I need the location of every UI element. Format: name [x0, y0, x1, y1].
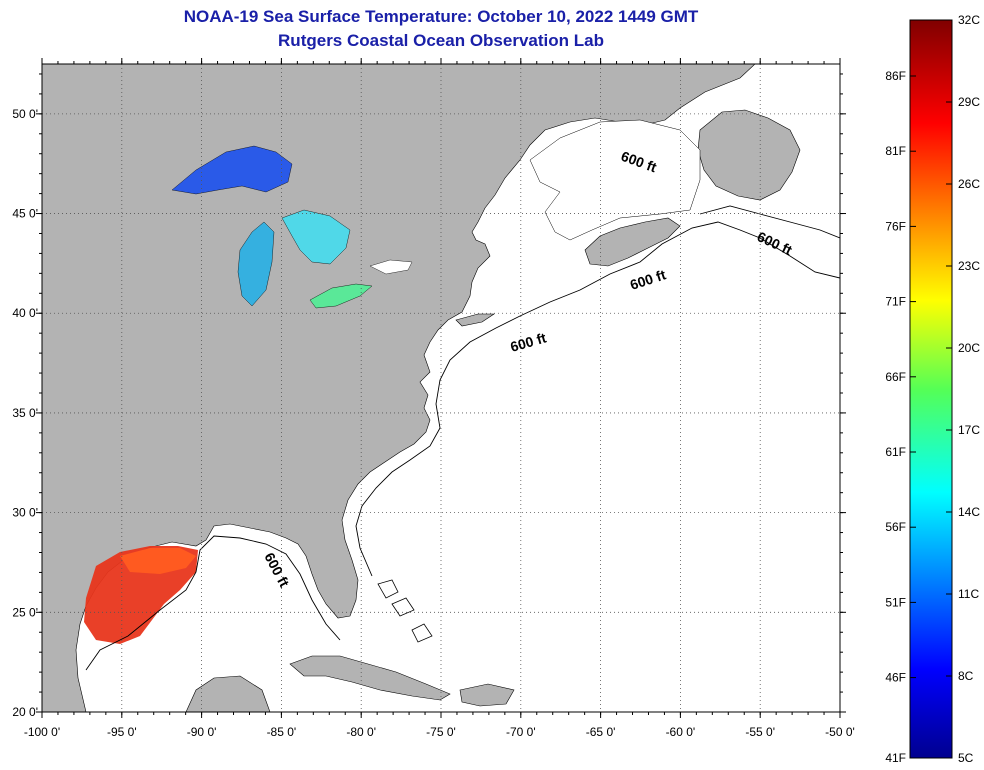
lon-tick-label: -55 0' — [745, 725, 775, 739]
frame-ticks — [36, 58, 846, 718]
contour-600ft-gulf — [85, 535, 341, 671]
lat-tick-label: 30 0' — [12, 506, 38, 520]
lon-tick-label: -75 0' — [426, 725, 456, 739]
colorbar-fahrenheit-label: 56F — [885, 520, 906, 534]
chart-subtitle: Rutgers Coastal Ocean Observation Lab — [278, 31, 604, 50]
lon-tick-label: -95 0' — [107, 725, 137, 739]
lon-tick-label: -60 0' — [666, 725, 696, 739]
colorbar-fahrenheit-label: 71F — [885, 295, 906, 309]
lake-superior — [171, 145, 293, 195]
land-yucatan — [185, 675, 271, 712]
colorbar-celsius-label: 11C — [958, 587, 979, 601]
colorbar-celsius-label: 29C — [958, 95, 980, 109]
colorbar-celsius-label: 26C — [958, 177, 980, 191]
contour-600ft-newfoundland — [699, 205, 840, 239]
gulf-st-lawrence — [529, 119, 701, 241]
colorbar-fahrenheit-label: 66F — [885, 370, 906, 384]
grid-lines — [42, 64, 840, 712]
lat-tick-label: 25 0' — [12, 605, 38, 619]
contour-600ft-atlantic — [355, 221, 840, 577]
lon-tick-label: -100 0' — [24, 725, 60, 739]
colorbar-celsius-label: 23C — [958, 259, 980, 273]
land-north-america — [42, 64, 756, 712]
land-nova-scotia — [584, 217, 681, 267]
lat-tick-label: 50 0' — [12, 107, 38, 121]
colorbar-celsius-label: 5C — [958, 751, 974, 765]
lat-tick-label: 40 0' — [12, 306, 38, 320]
chart-title: NOAA-19 Sea Surface Temperature: October… — [183, 7, 699, 26]
colorbar-fahrenheit-labels: 86F 81F 76F 71F 66F 61F 56F 51F 46F 41F — [885, 69, 906, 765]
lon-tick-label: -65 0' — [586, 725, 616, 739]
lat-tick-label: 35 0' — [12, 406, 38, 420]
longitude-tick-labels: -100 0' -95 0' -90 0' -85 0' -80 0' -75 0' -70… — [24, 725, 855, 739]
lon-tick-label: -80 0' — [346, 725, 376, 739]
colorbar-fahrenheit-label: 41F — [885, 751, 906, 765]
land-newfoundland — [697, 109, 801, 201]
colorbar-ticks — [910, 19, 952, 759]
lat-tick-label: 45 0' — [12, 207, 38, 221]
colorbar-celsius-label: 17C — [958, 423, 980, 437]
land-bahamas — [377, 579, 433, 643]
lat-tick-label: 20 0' — [12, 705, 38, 719]
colorbar-fahrenheit-label: 61F — [885, 445, 906, 459]
lon-tick-label: -70 0' — [506, 725, 536, 739]
colorbar-celsius-label: 8C — [958, 669, 974, 683]
lake-erie — [309, 283, 373, 309]
latitude-tick-labels: 20 0' 25 0' 30 0' 35 0' 40 0' 45 0' 50 0' — [12, 107, 38, 719]
colorbar-fahrenheit-label: 86F — [885, 69, 906, 83]
colorbar-fahrenheit-label: 81F — [885, 144, 906, 158]
lake-huron — [281, 209, 351, 265]
land-long-island — [455, 313, 495, 327]
lon-tick-label: -50 0' — [825, 725, 855, 739]
colorbar-fahrenheit-label: 76F — [885, 219, 906, 233]
land-hispaniola — [459, 683, 515, 707]
colorbar-celsius-labels: 32C 29C 26C 23C 20C 17C 14C 11C 8C 5C — [958, 13, 980, 765]
colorbar-fahrenheit-label: 51F — [885, 595, 906, 609]
colorbar-celsius-label: 32C — [958, 13, 980, 27]
colorbar-celsius-label: 14C — [958, 505, 980, 519]
colorbar-celsius-label: 20C — [958, 341, 980, 355]
land-cuba — [289, 655, 451, 701]
gulf-sst-hot — [120, 548, 196, 574]
colorbar-fahrenheit-label: 46F — [885, 671, 906, 685]
lon-tick-label: -90 0' — [187, 725, 217, 739]
lon-tick-label: -85 0' — [267, 725, 297, 739]
lake-michigan — [237, 221, 275, 307]
colorbar — [909, 19, 953, 759]
lake-ontario — [369, 259, 413, 275]
